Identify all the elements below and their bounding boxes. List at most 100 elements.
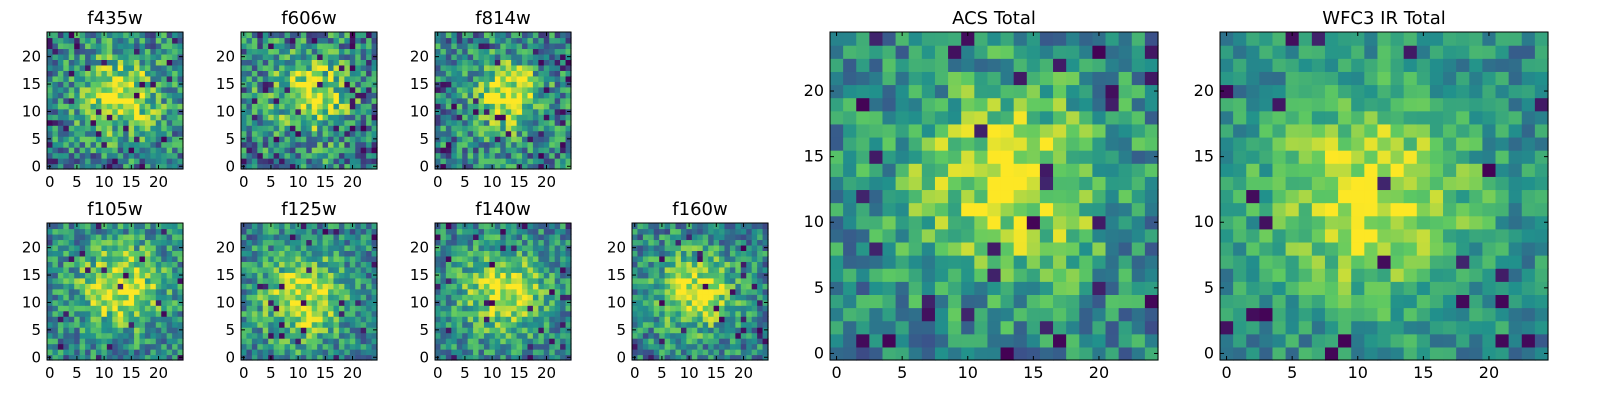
heatmap-cell: [161, 327, 168, 334]
heatmap-cell: [435, 141, 442, 148]
heatmap-cell: [317, 152, 324, 159]
heatmap-cell: [289, 244, 296, 251]
heatmap-cell: [112, 119, 119, 126]
heatmap-cell: [79, 288, 86, 295]
heatmap-cell: [279, 244, 286, 251]
heatmap-cell: [1118, 307, 1133, 322]
heatmap-cell: [355, 152, 362, 159]
heatmap-cell: [241, 228, 248, 235]
heatmap-cell: [338, 48, 345, 55]
heatmap-cell: [494, 147, 501, 154]
heatmap-cell: [948, 189, 962, 204]
heatmap-cell: [680, 349, 687, 356]
heatmap-cell: [724, 349, 731, 356]
heatmap-cell: [63, 239, 70, 246]
heatmap-cell: [333, 261, 340, 268]
heatmap-cell: [549, 266, 556, 273]
heatmap-cell: [90, 266, 97, 273]
heatmap-cell: [560, 141, 567, 148]
heatmap-cell: [349, 97, 356, 104]
heatmap-cell: [338, 53, 345, 60]
heatmap-cell: [128, 343, 135, 350]
heatmap-cell: [241, 316, 248, 323]
heatmap-cell: [987, 202, 1002, 217]
heatmap-cell: [101, 338, 108, 345]
heatmap-cell: [155, 97, 162, 104]
heatmap-cell: [257, 288, 264, 295]
heatmap-cell: [101, 261, 108, 268]
heatmap-cell: [101, 343, 108, 350]
heatmap-cell: [289, 141, 296, 148]
heatmap-cell: [57, 64, 64, 71]
heatmap-cell: [948, 281, 962, 295]
heatmap-cell: [664, 223, 671, 230]
heatmap-cell: [565, 48, 572, 55]
heatmap-cell: [360, 119, 367, 126]
heatmap-cell: [527, 141, 534, 148]
heatmap-cell: [144, 310, 151, 317]
heatmap-cell: [856, 268, 870, 282]
heatmap-cell: [52, 70, 59, 77]
heatmap-cell: [112, 261, 119, 268]
heatmap-cell: [101, 255, 108, 262]
heatmap-cell: [467, 288, 474, 295]
heatmap-cell: [161, 163, 168, 170]
heatmap-cell: [117, 75, 124, 82]
heatmap-cell: [371, 130, 378, 137]
heatmap-cell: [117, 233, 124, 241]
heatmap-cell: [134, 108, 141, 115]
heatmap-cell: [333, 48, 340, 55]
heatmap-cell: [869, 281, 884, 295]
heatmap-cell: [300, 283, 307, 290]
heatmap-cell: [161, 228, 168, 235]
x-tick-label: 5: [72, 364, 82, 382]
heatmap-cell: [494, 223, 501, 230]
heatmap-cell: [505, 228, 512, 235]
heatmap-cell: [144, 321, 151, 328]
heatmap-cell: [882, 320, 897, 335]
heatmap-cell: [462, 239, 469, 246]
heatmap-cell: [74, 64, 81, 71]
heatmap-cell: [1144, 281, 1159, 295]
heatmap-cell: [713, 299, 720, 306]
x-tick-label: 10: [483, 364, 502, 382]
heatmap-cell: [284, 92, 291, 99]
heatmap-cell: [52, 239, 59, 246]
heatmap-cell: [128, 299, 135, 306]
heatmap-cell: [349, 310, 356, 317]
heatmap-cell: [489, 64, 496, 71]
heatmap-cell: [128, 261, 135, 268]
heatmap-cell: [68, 228, 75, 235]
heatmap-cell: [554, 294, 561, 301]
heatmap-cell: [52, 305, 59, 312]
heatmap-cell: [273, 343, 280, 350]
heatmap-cell: [284, 233, 291, 241]
heatmap-cell: [128, 103, 135, 110]
heatmap-cell: [306, 114, 313, 121]
heatmap-cell: [522, 266, 529, 273]
heatmap-cell: [322, 86, 329, 93]
heatmap-cell: [543, 233, 550, 241]
heatmap-cell: [106, 255, 113, 262]
heatmap-cell: [47, 294, 54, 301]
heatmap-cell: [338, 108, 345, 115]
heatmap-cell: [79, 92, 86, 99]
heatmap-cell: [139, 125, 146, 132]
heatmap-cell: [648, 332, 655, 339]
heatmap-cell: [451, 141, 458, 148]
heatmap-cell: [675, 299, 682, 306]
heatmap-cell: [724, 310, 731, 317]
heatmap-cell: [921, 202, 936, 217]
heatmap-cell: [123, 233, 130, 241]
heatmap-cell: [262, 103, 269, 110]
heatmap-cell: [166, 163, 173, 170]
heatmap-cell: [52, 288, 59, 295]
heatmap-cell: [505, 163, 512, 170]
heatmap-cell: [360, 233, 367, 241]
heatmap-cell: [112, 316, 119, 323]
heatmap-cell: [139, 37, 146, 44]
heatmap-cell: [554, 354, 561, 361]
heatmap-cell: [483, 266, 490, 273]
heatmap-cell: [262, 86, 269, 93]
heatmap-cell: [500, 310, 507, 317]
